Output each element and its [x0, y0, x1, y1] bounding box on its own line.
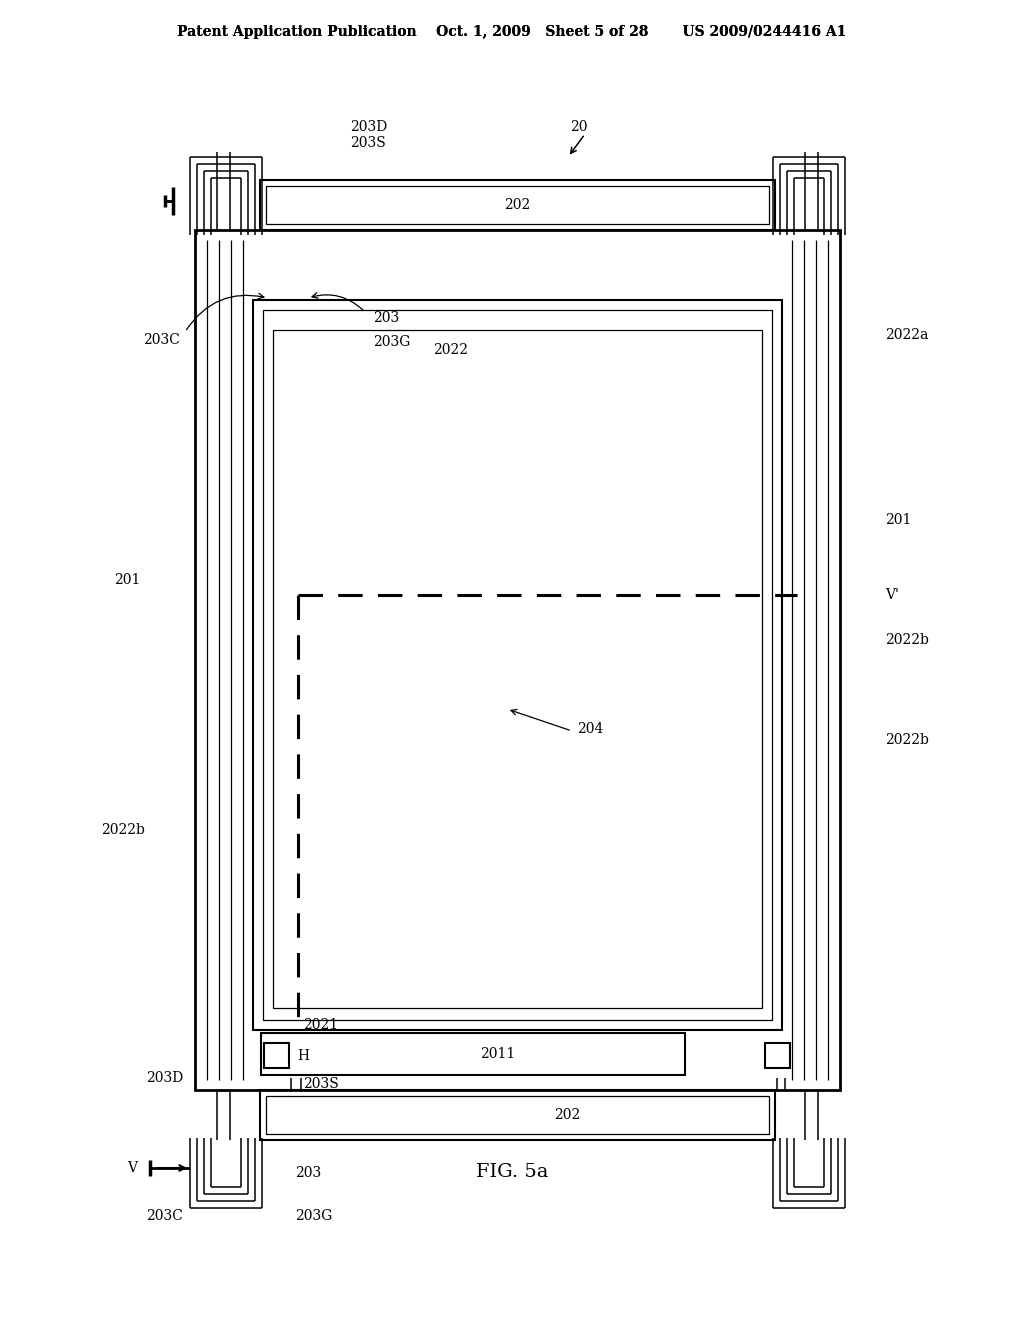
Text: 203: 203 — [295, 1166, 322, 1180]
Text: Patent Application Publication    Oct. 1, 2009   Sheet 5 of 28       US 2009/024: Patent Application Publication Oct. 1, 2… — [177, 25, 847, 40]
Text: 20: 20 — [570, 120, 588, 135]
Bar — [261, 1034, 685, 1074]
Bar — [273, 330, 762, 1008]
Text: 201: 201 — [114, 573, 140, 587]
Text: 204: 204 — [577, 722, 603, 737]
Bar — [266, 186, 769, 224]
Bar — [260, 180, 775, 230]
Text: 2022b: 2022b — [885, 733, 929, 747]
Bar — [264, 1043, 289, 1068]
Text: 2022: 2022 — [433, 343, 468, 356]
Text: 2022b: 2022b — [101, 822, 145, 837]
Bar — [260, 1090, 775, 1140]
Text: 203S: 203S — [350, 136, 386, 150]
Bar — [253, 300, 782, 1030]
Bar — [195, 230, 840, 1090]
Text: 203C: 203C — [146, 1209, 183, 1224]
Text: 203D: 203D — [145, 1071, 183, 1085]
Bar — [266, 1096, 769, 1134]
Text: FIG. 5a: FIG. 5a — [476, 1163, 548, 1181]
Text: H: H — [297, 1049, 309, 1063]
Text: 203C: 203C — [143, 333, 180, 347]
Text: 202: 202 — [554, 1107, 581, 1122]
Text: 201: 201 — [885, 513, 911, 527]
Bar — [765, 1043, 790, 1068]
Text: 2022b: 2022b — [885, 634, 929, 647]
Text: Patent Application Publication    Oct. 1, 2009   Sheet 5 of 28       US 2009/024: Patent Application Publication Oct. 1, 2… — [177, 25, 847, 40]
Text: 203S: 203S — [303, 1077, 339, 1092]
Text: 203: 203 — [373, 312, 399, 325]
Text: 203G: 203G — [295, 1209, 333, 1224]
Text: 2011: 2011 — [480, 1047, 516, 1061]
Text: V: V — [127, 1162, 137, 1175]
Bar — [263, 310, 772, 1020]
Text: 2022a: 2022a — [885, 327, 929, 342]
Text: 203G: 203G — [373, 335, 411, 348]
Text: 203D: 203D — [350, 120, 387, 135]
Text: 202: 202 — [504, 198, 530, 213]
Text: V': V' — [885, 587, 899, 602]
Text: 2021: 2021 — [303, 1018, 338, 1032]
